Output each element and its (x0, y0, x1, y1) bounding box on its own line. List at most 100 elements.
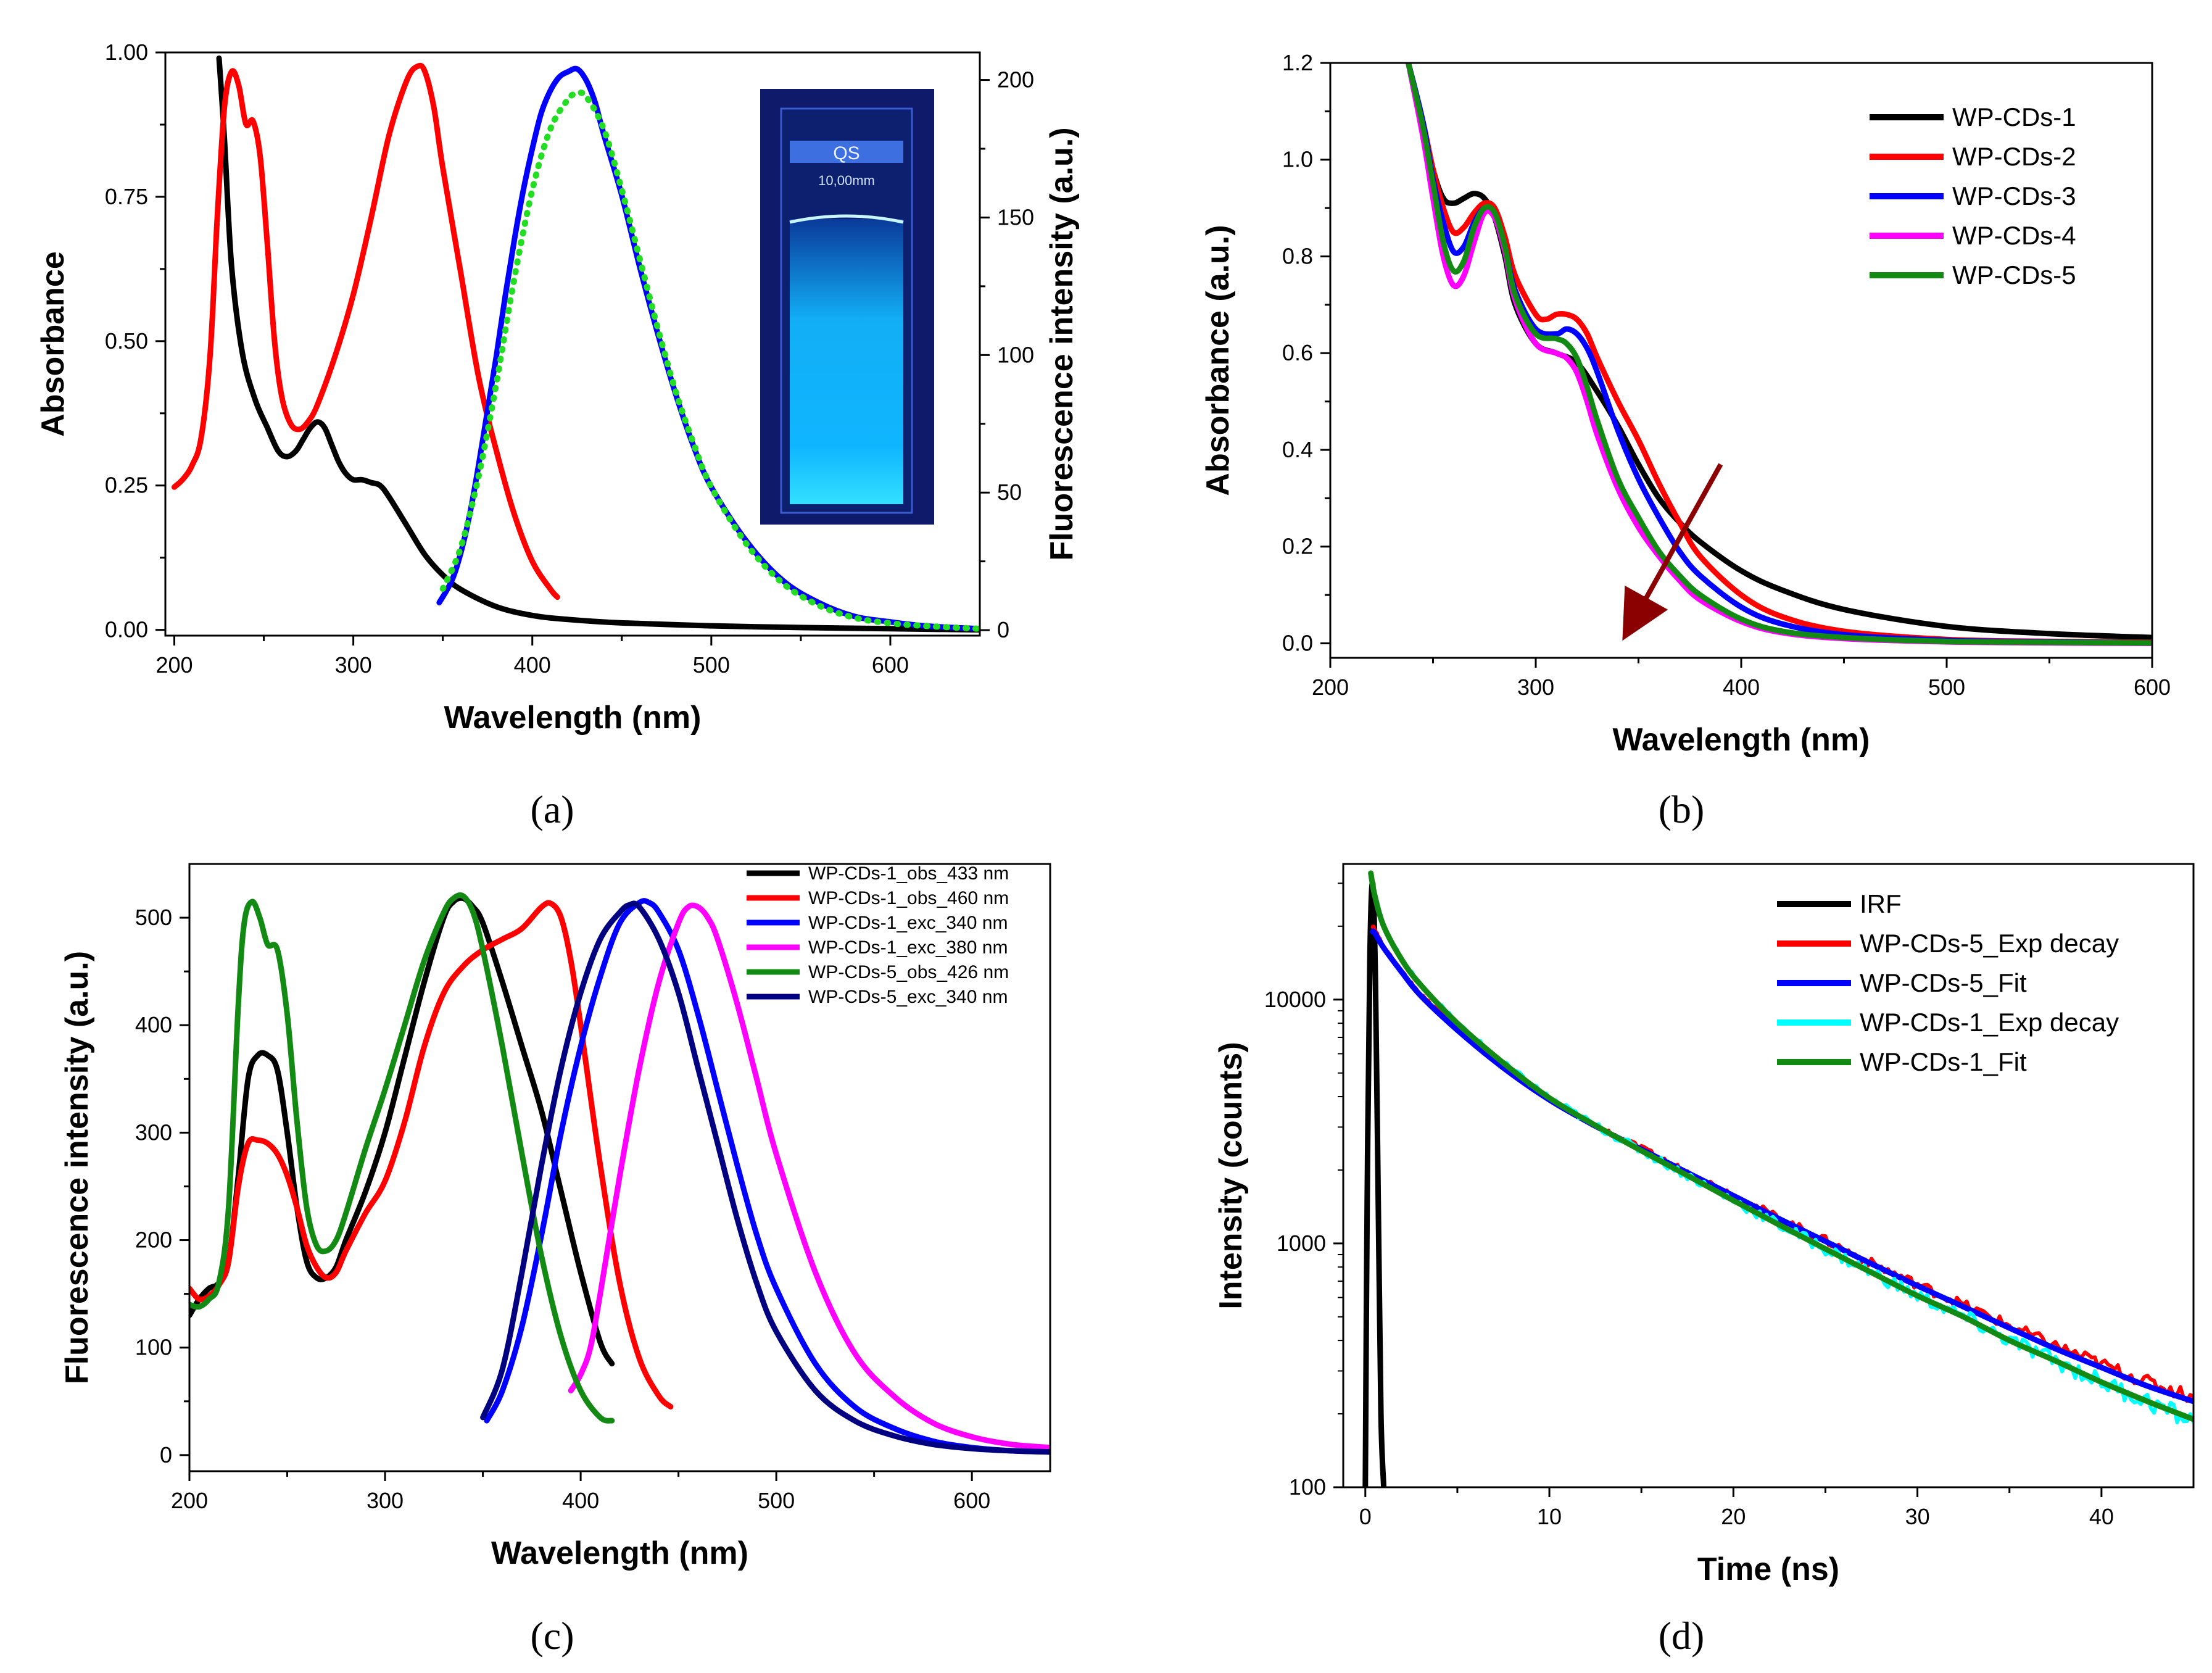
y-tick-label: 300 (135, 1119, 172, 1145)
x-tick-label: 600 (2134, 675, 2171, 700)
y2-tick-label: 200 (997, 67, 1034, 93)
panel-b-chart: 200 300 400 500 600 0.0 0.2 0.4 0.6 0.8 1.0 1.2 Wave… (1200, 50, 2171, 758)
series-line-wp-cds-2 (1406, 63, 2152, 646)
legend-label-wp-cds-4: WP-CDs-4 (1952, 221, 2076, 250)
series-line-wp-cds-5 (1406, 63, 2152, 646)
y2-tick-label: 100 (997, 342, 1034, 367)
y-tick-label: 400 (135, 1012, 172, 1037)
x-axis-label: Wavelength (nm) (491, 1535, 748, 1571)
series-line-wp-cds-1-obs-460-nm (189, 900, 674, 1409)
legend-label-wp-cds-5-exp-decay: WP-CDs-5_Exp decay (1860, 929, 2119, 958)
y-tick-label: 0.00 (105, 617, 148, 642)
y-tick-label: 200 (135, 1227, 172, 1253)
legend: IRF WP-CDs-5_Exp decay WP-CDs-5_Fit WP-CDs-… (1777, 889, 2119, 1076)
y-tick-label: 1.0 (1282, 147, 1313, 172)
y-tick-label: 0.8 (1282, 243, 1313, 268)
legend-label-wp-cds-3: WP-CDs-3 (1952, 181, 2076, 210)
panel-a-chart: 200 300 400 500 600 0.00 0.25 0.50 0.75 1.00 0 50 10… (35, 39, 1080, 736)
y-tick-label: 0.25 (105, 473, 148, 498)
series-line-wp-cds-5-exc-340-nm (480, 900, 1050, 1455)
cuvette-pathlength: 10,00mm (818, 173, 875, 188)
panel-d-chart: 0 10 20 30 40 100 1000 10000 Time (ns) Intensity … (1213, 863, 2195, 1587)
y-axis-label: Fluorescence intensity (a.u.) (59, 951, 95, 1384)
legend-label-wp-cds-1-obs-433-nm: WP-CDs-1_obs_433 nm (808, 863, 1009, 884)
y-tick-label: 100 (1289, 1474, 1326, 1500)
y-tick-label: 0.50 (105, 328, 148, 354)
y2-axis-label: Fluorescence intensity (a.u.) (1044, 127, 1080, 560)
plot-frame (188, 863, 1051, 1472)
y-tick-label: 0 (160, 1442, 172, 1468)
x-tick-label: 30 (1905, 1504, 1930, 1529)
y-axis-label: Intensity (counts) (1213, 1042, 1249, 1309)
x-axis-label: Wavelength (nm) (1613, 722, 1870, 758)
y-axis-label: Absorbance (a.u.) (1200, 225, 1236, 496)
legend-label-wp-cds-1-exc-380-nm: WP-CDs-1_exc_380 nm (808, 937, 1008, 958)
y-tick-label: 0.2 (1282, 534, 1313, 559)
legend-label-wp-cds-2: WP-CDs-2 (1952, 142, 2076, 171)
trend-arrow (1622, 463, 1723, 641)
series-line-wp-cds-5-exp-decay (1370, 924, 2193, 1403)
y2-tick-label: 0 (997, 617, 1009, 642)
panel-label-c: (c) (530, 1614, 574, 1658)
series-line-wp-cds-3 (1406, 63, 2152, 646)
legend-label-wp-cds-1-obs-460-nm: WP-CDs-1_obs_460 nm (808, 888, 1009, 908)
x-tick-label: 400 (562, 1488, 599, 1513)
series-line-wp-cds-5-obs-426-nm (189, 892, 615, 1424)
y-tick-label: 0.75 (105, 184, 148, 209)
x-tick-label: 300 (1517, 675, 1554, 700)
x-tick-label: 300 (335, 652, 372, 678)
series-group (189, 892, 1050, 1455)
series-line-wp-cds-1-exc-340-nm (484, 898, 1050, 1455)
x-tick-label: 600 (953, 1488, 990, 1513)
y-tick-label: 0.4 (1282, 437, 1313, 462)
x-tick-label: 500 (1928, 675, 1965, 700)
legend: WP-CDs-1 WP-CDs-2 WP-CDs-3 WP-CDs-4 WP-CDs-5 (1870, 102, 2076, 289)
x-tick-label: 400 (1723, 675, 1760, 700)
x-tick-label: 0 (1359, 1504, 1372, 1529)
series-line-emission (436, 65, 980, 632)
x-axis-label: Wavelength (nm) (444, 700, 702, 736)
y-tick-label: 100 (135, 1335, 172, 1360)
series-line-wp-cds-5-fit (1370, 928, 2193, 1405)
x-tick-label: 40 (2089, 1504, 2114, 1529)
series-line-excitation (172, 62, 560, 600)
series-group (1406, 63, 2152, 646)
series-group (1362, 870, 2193, 1487)
y-tick-label: 0.6 (1282, 340, 1313, 365)
panel-c-chart: 200 300 400 500 600 0 100 200 300 400 500 Wavelengt… (59, 863, 1051, 1571)
cuvette-photo-inset: QS 10,00mm (760, 89, 934, 525)
x-tick-label: 20 (1721, 1504, 1746, 1529)
plot-frame (164, 51, 981, 637)
panel-label-a: (a) (530, 787, 574, 831)
x-tick-label: 200 (171, 1488, 208, 1513)
cuvette-label: QS (833, 143, 860, 164)
y-tick-label: 500 (135, 905, 172, 930)
x-tick-label: 200 (1312, 675, 1349, 700)
legend-label-wp-cds-5: WP-CDs-5 (1952, 260, 2076, 289)
x-tick-label: 400 (514, 652, 551, 678)
series-line-fit (439, 89, 980, 632)
y-tick-label: 1000 (1277, 1231, 1326, 1256)
legend-label-wp-cds-5-exc-340-nm: WP-CDs-5_exc_340 nm (808, 987, 1008, 1007)
x-tick-label: 500 (758, 1488, 795, 1513)
series-line-wp-cds-1-obs-433-nm (189, 895, 615, 1367)
legend-label-wp-cds-1-exp-decay: WP-CDs-1_Exp decay (1860, 1008, 2119, 1037)
legend-label-wp-cds-1-fit: WP-CDs-1_Fit (1860, 1047, 2027, 1076)
series-line-wp-cds-1-fit (1368, 870, 2193, 1422)
panel-label-b: (b) (1659, 787, 1705, 831)
x-tick-label: 300 (367, 1488, 404, 1513)
y-tick-label: 0.0 (1282, 630, 1313, 655)
y-tick-label: 1.00 (105, 39, 148, 65)
series-group (172, 55, 980, 633)
legend: WP-CDs-1_obs_433 nm WP-CDs-1_obs_460 nm WP… (747, 863, 1009, 1007)
series-line-wp-cds-1-exc-380-nm (568, 902, 1050, 1451)
x-tick-label: 500 (693, 652, 730, 678)
legend-label-wp-cds-1-exc-340-nm: WP-CDs-1_exc_340 nm (808, 913, 1008, 933)
panel-label-d: (d) (1659, 1614, 1705, 1658)
series-line-absorbance (216, 55, 980, 633)
x-tick-label: 200 (155, 652, 193, 678)
x-tick-label: 10 (1537, 1504, 1562, 1529)
y-axis-label: Absorbance (35, 251, 71, 437)
y-tick-label: 10000 (1264, 987, 1326, 1012)
